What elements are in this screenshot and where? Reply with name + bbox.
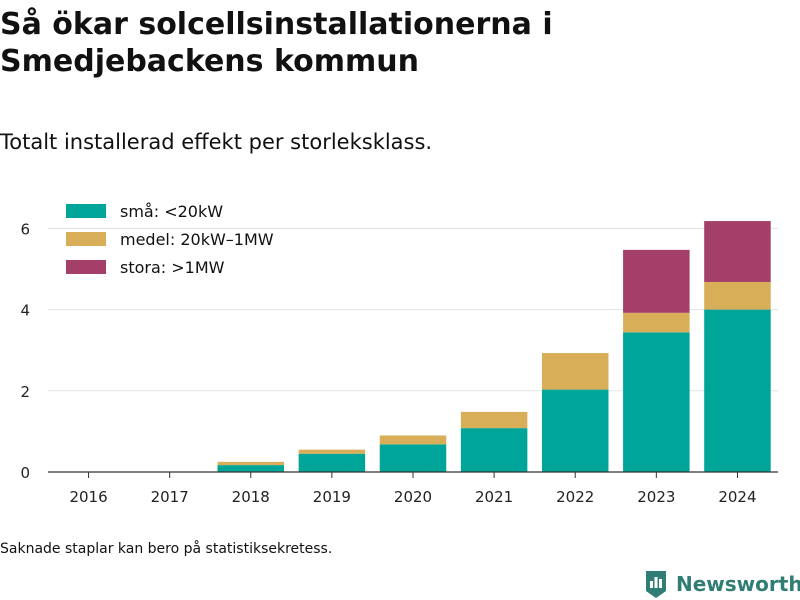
bars: [217, 221, 771, 472]
x-tick-label: 2022: [556, 488, 594, 506]
legend-swatch: [66, 204, 106, 218]
bar-segment[interactable]: [298, 453, 366, 472]
brand-name: Newsworthy: [676, 572, 800, 596]
brand-logo[interactable]: Newsworthy: [644, 568, 800, 600]
x-tick-label: 2023: [637, 488, 675, 506]
bar-segment[interactable]: [541, 389, 609, 472]
bar-segment[interactable]: [541, 353, 609, 390]
y-tick-label: 2: [20, 383, 30, 401]
x-tick-label: 2020: [394, 488, 432, 506]
chart-title: Så ökar solcellsinstallationerna i Smedj…: [0, 7, 553, 79]
legend-swatch: [66, 232, 106, 246]
newsworthy-logo-icon: [646, 571, 666, 598]
bar-segment[interactable]: [217, 465, 285, 472]
x-tick-label: 2021: [475, 488, 513, 506]
bar-segment[interactable]: [704, 281, 771, 310]
x-tick-label: 2024: [718, 488, 756, 506]
bar-segment[interactable]: [217, 461, 285, 466]
y-tick-label: 0: [20, 464, 30, 482]
legend-label: stora: >1MW: [120, 258, 225, 277]
footnote: Saknade staplar kan bero på statistiksek…: [0, 541, 333, 557]
legend-label: små: <20kW: [120, 202, 223, 221]
bar-chart: 0 2 4 6 2016 2017 2018 2019 2020 2021 2022 2023 202…: [20, 202, 778, 506]
y-tick-label: 6: [20, 220, 30, 238]
bar-segment[interactable]: [460, 411, 528, 429]
x-axis: 2016 2017 2018 2019 2020 2021 2022 2023 2024: [48, 471, 778, 506]
bar-segment[interactable]: [379, 435, 447, 445]
legend: små: <20kW medel: 20kW–1MW stora: >1MW: [66, 202, 274, 277]
y-axis: 0 2 4 6: [20, 220, 30, 482]
bar-segment[interactable]: [298, 449, 366, 454]
bar-segment[interactable]: [704, 309, 771, 472]
bar-segment[interactable]: [623, 249, 690, 313]
y-tick-label: 4: [20, 302, 30, 320]
bar-segment[interactable]: [460, 428, 528, 472]
chart-subtitle: Totalt installerad effekt per storlekskl…: [0, 130, 433, 154]
x-tick-label: 2019: [313, 488, 351, 506]
bar-segment[interactable]: [623, 332, 690, 472]
x-tick-label: 2017: [151, 488, 189, 506]
legend-swatch: [66, 260, 106, 274]
legend-label: medel: 20kW–1MW: [120, 230, 274, 249]
x-tick-label: 2018: [232, 488, 270, 506]
bar-segment[interactable]: [379, 444, 447, 472]
bar-segment[interactable]: [704, 221, 771, 282]
x-tick-label: 2016: [69, 488, 107, 506]
bar-segment[interactable]: [623, 312, 690, 333]
